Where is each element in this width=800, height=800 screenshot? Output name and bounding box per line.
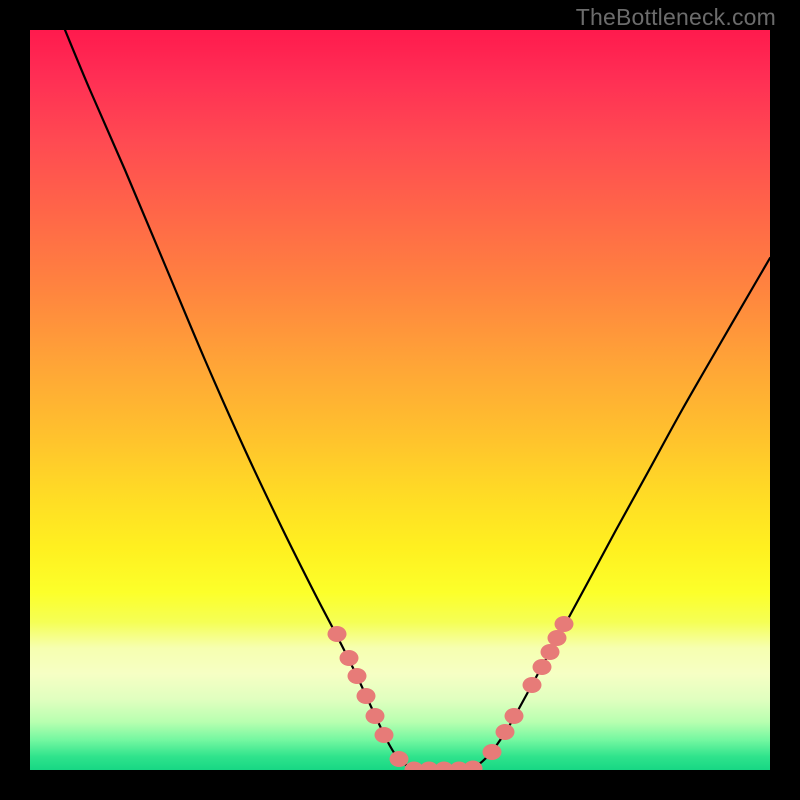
curve-marker	[328, 626, 347, 642]
curve-marker	[541, 644, 560, 660]
plot-svg	[30, 30, 770, 770]
watermark-text: TheBottleneck.com	[576, 4, 776, 31]
curve-marker	[496, 724, 515, 740]
curve-marker	[523, 677, 542, 693]
curve-marker	[505, 708, 524, 724]
curve-marker	[375, 727, 394, 743]
curve-marker	[340, 650, 359, 666]
curve-marker	[548, 630, 567, 646]
curve-marker	[357, 688, 376, 704]
curve-marker	[555, 616, 574, 632]
curve-marker	[348, 668, 367, 684]
curve-marker	[533, 659, 552, 675]
curve-marker	[483, 744, 502, 760]
gradient-background	[30, 30, 770, 770]
plot-area	[30, 30, 770, 770]
curve-marker	[366, 708, 385, 724]
curve-marker	[390, 751, 409, 767]
